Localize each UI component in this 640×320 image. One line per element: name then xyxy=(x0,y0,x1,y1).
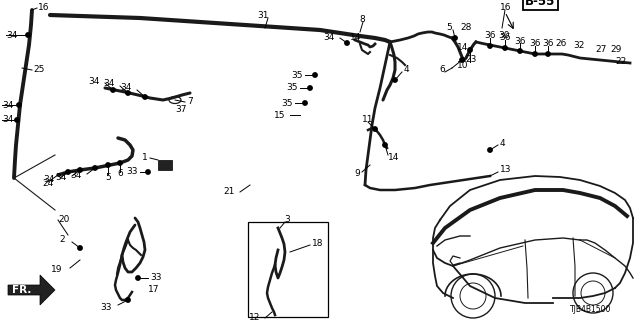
Circle shape xyxy=(106,163,110,167)
Circle shape xyxy=(136,276,140,280)
Circle shape xyxy=(78,168,82,172)
Text: 15: 15 xyxy=(273,110,285,119)
Circle shape xyxy=(372,127,377,131)
Text: 6: 6 xyxy=(439,66,445,75)
Text: 8: 8 xyxy=(359,15,365,25)
Text: B-55: B-55 xyxy=(525,0,556,8)
Circle shape xyxy=(93,166,97,170)
Text: 34: 34 xyxy=(88,76,100,85)
Circle shape xyxy=(488,148,492,152)
Bar xyxy=(248,222,328,317)
Circle shape xyxy=(546,52,550,56)
Circle shape xyxy=(78,246,82,250)
Text: 34: 34 xyxy=(2,116,13,124)
Circle shape xyxy=(532,52,537,56)
Text: 34: 34 xyxy=(56,173,67,182)
Bar xyxy=(158,160,172,170)
Circle shape xyxy=(453,36,457,40)
Circle shape xyxy=(313,73,317,77)
Text: 19: 19 xyxy=(51,266,62,275)
Text: FR.: FR. xyxy=(12,285,31,295)
Circle shape xyxy=(111,88,115,92)
Circle shape xyxy=(468,48,472,52)
Circle shape xyxy=(66,170,70,174)
Text: 30: 30 xyxy=(498,30,509,39)
Polygon shape xyxy=(8,275,55,305)
Text: 34: 34 xyxy=(324,33,335,42)
Text: 29: 29 xyxy=(610,45,621,54)
Circle shape xyxy=(118,161,122,165)
Text: 17: 17 xyxy=(148,285,159,294)
Text: 5: 5 xyxy=(105,172,111,181)
Text: 25: 25 xyxy=(33,66,44,75)
Text: 35: 35 xyxy=(291,70,303,79)
Text: 36: 36 xyxy=(484,31,496,41)
Circle shape xyxy=(383,143,387,147)
Text: 35: 35 xyxy=(282,99,293,108)
Text: 37: 37 xyxy=(175,106,186,115)
Text: 34: 34 xyxy=(6,30,17,39)
Text: 9: 9 xyxy=(355,170,360,179)
Text: 23: 23 xyxy=(465,55,476,65)
Text: 18: 18 xyxy=(312,238,323,247)
Text: 16: 16 xyxy=(38,4,49,12)
Circle shape xyxy=(460,58,464,62)
Text: 34: 34 xyxy=(70,172,82,180)
Text: 5: 5 xyxy=(446,23,452,33)
Text: 36: 36 xyxy=(529,39,541,49)
Circle shape xyxy=(393,78,397,82)
Text: 36: 36 xyxy=(542,39,554,49)
Text: 35: 35 xyxy=(287,84,298,92)
Circle shape xyxy=(126,298,130,302)
Circle shape xyxy=(17,103,21,107)
Circle shape xyxy=(488,44,492,48)
Circle shape xyxy=(143,95,147,99)
Text: 14: 14 xyxy=(388,153,399,162)
Text: 33: 33 xyxy=(150,274,161,283)
Text: 33: 33 xyxy=(100,302,112,311)
Text: 27: 27 xyxy=(595,44,606,53)
Text: 3: 3 xyxy=(284,215,290,225)
Text: 2: 2 xyxy=(60,236,65,244)
Text: 22: 22 xyxy=(615,58,627,67)
Circle shape xyxy=(126,91,130,95)
Circle shape xyxy=(503,46,507,50)
Text: 12: 12 xyxy=(248,314,260,320)
Text: 31: 31 xyxy=(257,12,269,20)
Text: 32: 32 xyxy=(573,42,584,51)
Text: 14: 14 xyxy=(350,33,362,42)
Text: 1: 1 xyxy=(142,153,148,162)
Text: 34: 34 xyxy=(2,100,13,109)
Text: 24: 24 xyxy=(42,179,53,188)
Circle shape xyxy=(26,33,30,37)
Text: 4: 4 xyxy=(500,139,506,148)
Text: 4: 4 xyxy=(404,66,410,75)
Circle shape xyxy=(308,86,312,90)
Text: 34: 34 xyxy=(120,84,132,92)
Circle shape xyxy=(15,118,19,122)
Text: 7: 7 xyxy=(187,98,193,107)
Text: 6: 6 xyxy=(117,170,123,179)
Text: 33: 33 xyxy=(127,167,138,177)
Text: 34: 34 xyxy=(44,175,55,185)
Text: 34: 34 xyxy=(104,79,115,89)
Text: 14: 14 xyxy=(457,44,468,52)
Text: 10: 10 xyxy=(456,60,468,69)
Text: 36: 36 xyxy=(499,34,511,43)
Text: TJB4B1500: TJB4B1500 xyxy=(570,305,611,314)
Text: 21: 21 xyxy=(223,188,235,196)
Text: 36: 36 xyxy=(515,36,525,45)
Text: 26: 26 xyxy=(555,38,566,47)
Text: 11: 11 xyxy=(362,116,374,124)
Circle shape xyxy=(518,49,522,53)
Text: 28: 28 xyxy=(460,23,472,33)
Text: 13: 13 xyxy=(500,165,511,174)
Circle shape xyxy=(345,41,349,45)
Text: 20: 20 xyxy=(58,215,69,225)
Circle shape xyxy=(146,170,150,174)
Text: 16: 16 xyxy=(500,4,511,12)
Circle shape xyxy=(303,101,307,105)
